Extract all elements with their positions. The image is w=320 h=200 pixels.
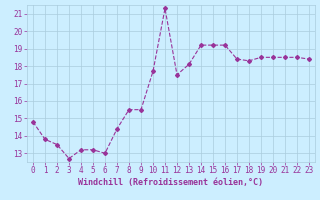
X-axis label: Windchill (Refroidissement éolien,°C): Windchill (Refroidissement éolien,°C)	[78, 178, 263, 187]
